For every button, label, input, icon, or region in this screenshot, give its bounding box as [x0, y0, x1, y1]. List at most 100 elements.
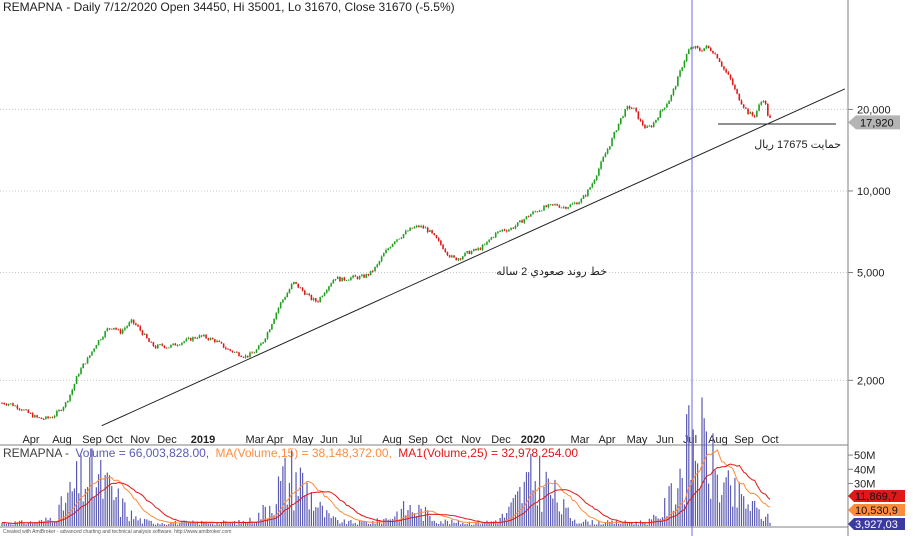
volume-bar [552, 498, 554, 526]
candle-body [225, 347, 227, 349]
candle-body [42, 419, 45, 420]
volume-bar [319, 501, 321, 526]
volume-bar [144, 518, 146, 526]
x-tick-label: Oct [105, 434, 122, 446]
volume-bar [321, 505, 323, 526]
last-price-tag: 17,920 [848, 115, 900, 130]
candle-body [148, 338, 150, 342]
volume-bar [475, 522, 477, 526]
volume-bar [565, 507, 567, 526]
candle-body [747, 108, 749, 114]
candle-body [231, 350, 234, 353]
candle-body [47, 416, 49, 419]
candle-body [530, 214, 532, 217]
volume-bar [738, 482, 740, 526]
volume-bar [196, 521, 198, 526]
volume-bar [334, 517, 337, 526]
candle-body [194, 337, 196, 339]
candle-body [402, 234, 405, 238]
candle-body [565, 207, 567, 209]
candle-body [560, 207, 563, 209]
candle-body [620, 118, 622, 124]
candle-body [367, 274, 370, 276]
volume-bar [214, 524, 216, 526]
candle-body [264, 338, 267, 343]
candle-body [466, 250, 468, 253]
volume-bar [657, 518, 659, 526]
volume-bar [725, 477, 727, 526]
x-tick-label: Jul [683, 434, 697, 446]
candle-body [435, 235, 438, 239]
candle-body [88, 355, 91, 358]
volume-bar [282, 466, 284, 526]
candle-body [600, 161, 602, 169]
candle-body [677, 76, 679, 87]
candle-body [347, 279, 350, 281]
volume-bar [201, 520, 203, 526]
volume-bar [378, 520, 381, 526]
candle-body [214, 339, 216, 343]
candle-body [154, 346, 157, 349]
volume-bar [637, 524, 639, 526]
volume-legend-symbol: REMAPNA - [3, 446, 69, 460]
volume-bar [644, 522, 646, 526]
candle-body [490, 237, 493, 240]
candle-body [652, 122, 655, 128]
volume-bar [749, 510, 751, 526]
volume-y-tick-label: 50M [854, 450, 875, 462]
volume-bar [470, 524, 473, 526]
volume-bar [247, 523, 249, 526]
volume-bar [510, 502, 512, 526]
candle-body [290, 284, 293, 290]
volume-bar [80, 455, 82, 526]
volume-bar [47, 519, 49, 526]
candle-body [97, 340, 100, 346]
candle-body [203, 334, 205, 337]
volume-bar [86, 487, 89, 526]
volume-bar [192, 520, 194, 526]
candle-body [545, 205, 547, 208]
candle-body [486, 241, 488, 245]
volume-bar [460, 524, 462, 526]
candle-body [99, 339, 102, 341]
volume-bar [418, 504, 420, 526]
candle-body [282, 299, 284, 303]
volume-bar [613, 523, 615, 526]
volume-bar [705, 431, 707, 526]
candle-body [363, 274, 365, 278]
volume-bar [424, 506, 427, 526]
candle-body [137, 325, 139, 327]
candle-body [753, 115, 756, 117]
candle-body [628, 106, 631, 109]
candle-body [641, 120, 644, 126]
candle-body [299, 287, 302, 289]
candle-body [121, 329, 124, 334]
volume-bar [359, 520, 361, 526]
candle-body [295, 281, 297, 284]
volume-bar [618, 523, 620, 526]
volume-bar [367, 523, 370, 526]
candle-body [308, 293, 311, 295]
candle-body [227, 348, 229, 350]
volume-bar [688, 405, 690, 526]
volume-bar [350, 520, 352, 526]
candle-body [723, 66, 725, 70]
volume-bar [585, 519, 587, 526]
candle-body [536, 211, 539, 213]
candle-body [385, 249, 387, 254]
candle-body [249, 352, 251, 357]
candle-body [14, 405, 16, 407]
candle-body [595, 175, 598, 180]
volume-bar [124, 502, 126, 526]
candle-body [27, 409, 30, 413]
candle-body [424, 227, 427, 229]
volume-bar [332, 516, 334, 526]
candle-body [578, 202, 580, 205]
volume-y-tick-label: 30M [854, 478, 875, 490]
volume-bar [54, 521, 56, 526]
volume-bar [580, 523, 582, 526]
volume-bar [506, 513, 508, 526]
volume-bar [152, 523, 155, 526]
candle-body [5, 404, 8, 406]
